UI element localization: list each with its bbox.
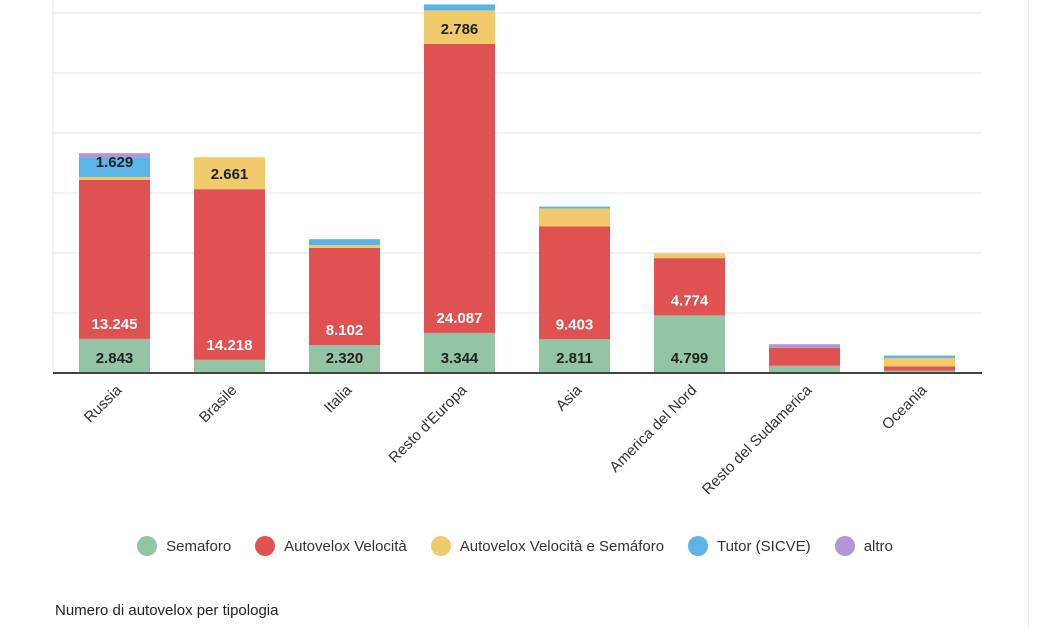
- category-label: America del Nord: [606, 382, 700, 476]
- legend-label: altro: [863, 537, 893, 555]
- data-label: 4.774: [671, 292, 709, 309]
- bar-segment: [769, 347, 840, 366]
- legend-item[interactable]: Semaforo: [137, 536, 231, 556]
- bar-segment: [424, 10, 495, 44]
- bar-segment: [424, 4, 495, 11]
- bar-segment: [769, 365, 840, 373]
- chart-caption: Numero di autovelox per tipologia: [55, 602, 279, 619]
- bar-segment: [654, 315, 725, 373]
- legend-item[interactable]: Tutor (SICVE): [688, 536, 811, 556]
- grid-lines: [52, 0, 982, 373]
- legend-swatch: [137, 536, 158, 556]
- legend-label: Semaforo: [166, 537, 232, 555]
- data-label: 3.344: [441, 350, 479, 367]
- bar-segment: [194, 157, 265, 190]
- legend-label: Autovelox Velocità: [284, 537, 407, 555]
- bar-segment: [884, 366, 955, 371]
- category-label: Russia: [81, 381, 126, 426]
- bar-segment: [884, 358, 955, 367]
- legend-item[interactable]: altro: [834, 536, 893, 556]
- bar-segment: [309, 345, 380, 373]
- chart-legend: Semaforo Autovelox Velocità Autovelox Velo…: [0, 536, 1030, 556]
- data-label: 14.218: [207, 337, 253, 354]
- bar-segment: [194, 359, 265, 373]
- legend-item[interactable]: Autovelox Velocità: [255, 536, 407, 556]
- data-label: 2.811: [556, 350, 593, 367]
- data-label: 9.403: [556, 316, 594, 333]
- category-label: Brasile: [196, 382, 240, 426]
- data-label: 2.786: [441, 21, 479, 38]
- legend-item[interactable]: Autovelox Velocità e Semáforo: [430, 536, 665, 556]
- bar-segment: [79, 176, 150, 180]
- bar-segment: [79, 179, 150, 339]
- bar-segment: [79, 157, 150, 177]
- legend-swatch: [430, 536, 451, 556]
- bar-segment: [194, 189, 265, 360]
- bar-segment: [539, 339, 610, 373]
- data-label: 2.843: [96, 350, 134, 367]
- data-label: 13.245: [92, 316, 138, 333]
- legend-swatch: [688, 536, 709, 556]
- data-label: 4.799: [671, 350, 709, 367]
- bar-segment: [309, 247, 380, 346]
- bar-segment: [654, 258, 725, 316]
- data-label: 1.629: [96, 154, 134, 171]
- data-labels-group: 2.843 13.245 1.629 14.218 2.661 2.320 8.102 3.3…: [92, 21, 709, 367]
- bar-segment: [884, 355, 955, 358]
- legend-label: Tutor (SICVE): [717, 537, 811, 555]
- category-label: Resto del Sudamerica: [699, 381, 816, 498]
- legend-swatch: [255, 536, 276, 556]
- bar-segment: [79, 153, 150, 158]
- data-label: 2.661: [211, 166, 249, 183]
- data-label: 24.087: [437, 310, 483, 327]
- category-label: Oceania: [879, 381, 931, 433]
- data-label: 8.102: [326, 322, 364, 339]
- bar-segment: [654, 253, 725, 259]
- page-divider: [1028, 0, 1029, 628]
- bar-segment: [539, 226, 610, 340]
- bar-segment: [884, 370, 955, 373]
- bar-segment: [424, 43, 495, 333]
- category-label: Asia: [553, 381, 586, 414]
- category-label: Italia: [321, 381, 356, 416]
- bar-segment: [309, 245, 380, 248]
- bar-segment: [79, 338, 150, 373]
- legend-label: Autovelox Velocità e Semáforo: [459, 537, 665, 555]
- category-label: Resto d'Europa: [386, 381, 471, 466]
- legend-swatch: [834, 536, 855, 556]
- data-label: 2.320: [326, 350, 364, 367]
- bar-segment: [769, 344, 840, 348]
- bar-segment: [424, 332, 495, 373]
- stacked-bar-chart: 2.843 13.245 1.629 14.218 2.661 2.320 8.102 3.3…: [52, 0, 982, 498]
- category-labels-group: Russia Brasile Italia Resto d'Europa Asia Ame…: [81, 381, 931, 498]
- bar-segment: [309, 239, 380, 246]
- bar-segment: [539, 206, 610, 209]
- bar-segment: [539, 208, 610, 227]
- bars-group: [79, 4, 955, 373]
